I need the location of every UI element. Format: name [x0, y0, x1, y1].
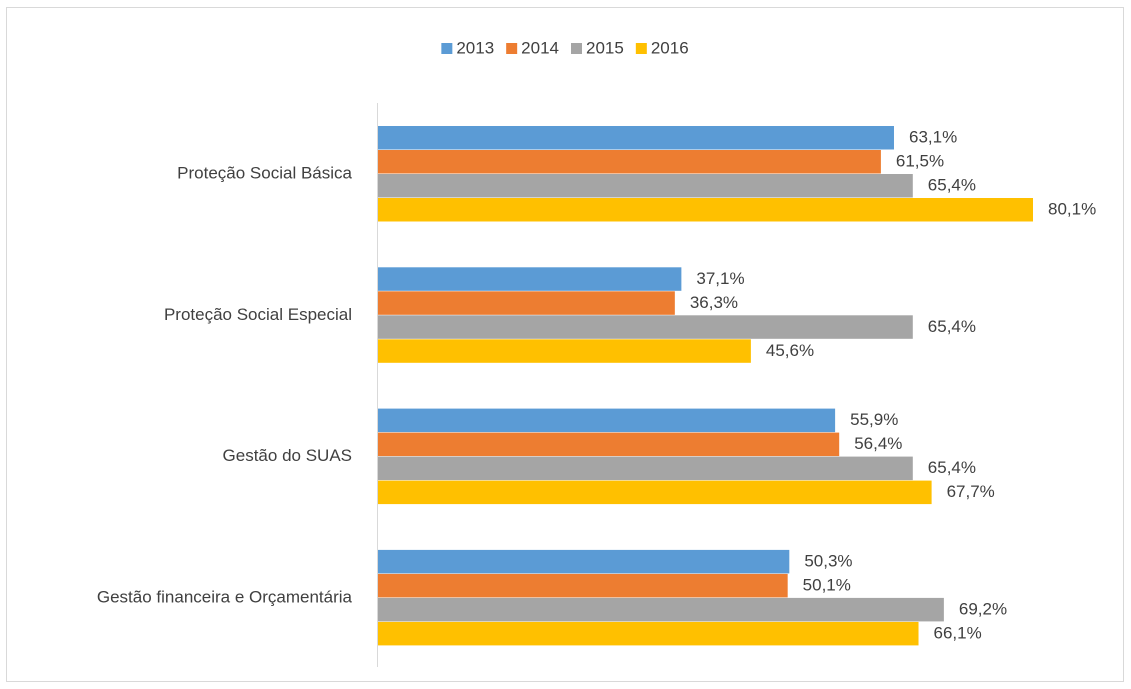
legend-swatch: [441, 43, 453, 54]
bar: [378, 408, 836, 433]
bar: [378, 174, 913, 198]
bar: [378, 267, 682, 291]
bar: [378, 315, 913, 339]
value-label: 56,4%: [854, 434, 902, 453]
value-label: 63,1%: [909, 127, 957, 146]
value-label: 65,4%: [928, 458, 976, 477]
bar: [378, 432, 840, 457]
legend-swatch: [506, 43, 518, 54]
bar: [378, 621, 919, 646]
value-label: 66,1%: [934, 623, 982, 642]
legend-label: 2015: [586, 38, 624, 57]
value-label: 80,1%: [1048, 199, 1096, 218]
value-label: 37,1%: [696, 269, 744, 288]
legend-label: 2013: [456, 38, 494, 57]
category-label: Gestão financeira e Orçamentária: [97, 587, 353, 606]
legend-swatch: [571, 43, 582, 54]
category-label: Proteção Social Especial: [164, 305, 352, 324]
value-label: 50,1%: [803, 575, 851, 594]
legend-label: 2014: [521, 38, 559, 57]
value-label: 36,3%: [690, 293, 738, 312]
value-label: 55,9%: [850, 410, 898, 429]
bar: [378, 573, 788, 598]
value-label: 65,4%: [928, 175, 976, 194]
value-label: 69,2%: [959, 599, 1007, 618]
bar: [378, 126, 894, 150]
bar: [378, 198, 1033, 222]
value-label: 45,6%: [766, 341, 814, 360]
bar: [378, 291, 675, 315]
bar: [378, 150, 881, 174]
value-label: 65,4%: [928, 317, 976, 336]
category-label: Gestão do SUAS: [223, 446, 352, 465]
value-label: 67,7%: [947, 482, 995, 501]
legend-swatch: [635, 43, 647, 54]
value-label: 50,3%: [804, 551, 852, 570]
bar: [378, 480, 932, 505]
bar: [378, 597, 944, 622]
bar: [378, 456, 913, 481]
legend-label: 2016: [651, 38, 689, 57]
category-label: Proteção Social Básica: [177, 163, 352, 182]
value-label: 61,5%: [896, 151, 944, 170]
bar: [378, 549, 790, 574]
bar: [378, 339, 751, 363]
